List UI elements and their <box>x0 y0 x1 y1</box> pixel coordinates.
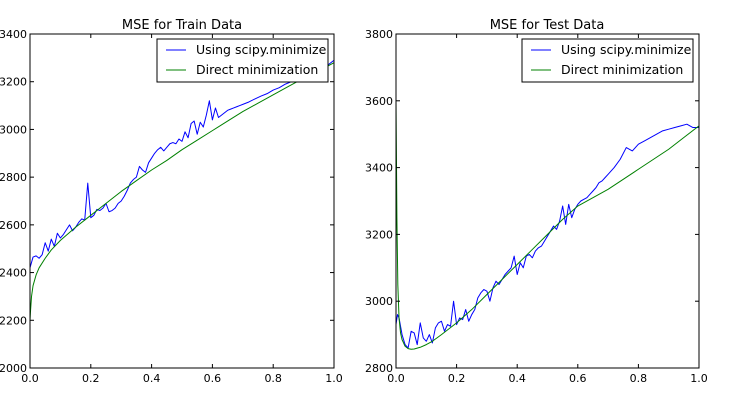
legend-label-scipy: Using scipy.minimize <box>196 42 327 57</box>
x-tick-label: 0.0 <box>21 372 39 385</box>
legend: Using scipy.minimize Direct minimization <box>521 38 694 83</box>
y-tick-label: 3200 <box>365 228 393 241</box>
y-tick-label: 3200 <box>0 76 27 89</box>
legend-label-scipy: Using scipy.minimize <box>561 42 692 57</box>
x-tick-label: 0.2 <box>82 372 100 385</box>
y-tick-label: 3400 <box>0 28 27 41</box>
chart-title: MSE for Test Data <box>490 18 605 33</box>
x-tick-label: 0.8 <box>264 372 282 385</box>
series-line-scipy-minimize <box>395 123 699 349</box>
x-tick-label: 0.4 <box>143 372 161 385</box>
legend-box <box>521 38 694 83</box>
y-tick-label: 2600 <box>0 219 27 232</box>
test-mse-chart: MSE for Test Data 0.0 0.2 0.4 0.6 0.8 1.0 2800… <box>365 18 708 385</box>
y-tick-label: 2800 <box>0 171 27 184</box>
x-tick-label: 0.6 <box>569 372 587 385</box>
series-line-direct-minimization <box>395 100 700 350</box>
series-line-direct-minimization <box>29 62 335 321</box>
legend: Using scipy.minimize Direct minimization <box>156 38 329 83</box>
x-tick-label: 0.2 <box>448 372 466 385</box>
y-tick-label: 3000 <box>365 295 393 308</box>
y-tick-label: 3600 <box>365 95 393 108</box>
legend-label-direct: Direct minimization <box>561 62 683 77</box>
train-mse-chart: MSE for Train Data 0.0 0.2 0.4 0.6 0.8 1.0 200… <box>0 18 343 385</box>
legend-box <box>156 38 329 83</box>
x-tick-label: 0.4 <box>508 372 526 385</box>
series-line-scipy-minimize <box>29 59 335 268</box>
legend-label-direct: Direct minimization <box>196 62 318 77</box>
x-tick-label: 0.8 <box>630 372 648 385</box>
y-tick-label: 3400 <box>365 162 393 175</box>
plot-frame <box>29 33 335 369</box>
chart-title: MSE for Train Data <box>122 18 242 33</box>
y-tick-label: 2800 <box>365 362 393 375</box>
x-tick-label: 1.0 <box>690 372 708 385</box>
y-tick-label: 3000 <box>0 123 27 136</box>
x-tick-label: 0.6 <box>204 372 222 385</box>
x-tick-label: 1.0 <box>325 372 343 385</box>
plot-frame <box>395 33 700 369</box>
y-tick-label: 2400 <box>0 267 27 280</box>
y-tick-label: 3800 <box>365 28 393 41</box>
y-tick-label: 2000 <box>0 362 27 375</box>
x-tick-label: 0.0 <box>387 372 405 385</box>
y-tick-label: 2200 <box>0 314 27 327</box>
